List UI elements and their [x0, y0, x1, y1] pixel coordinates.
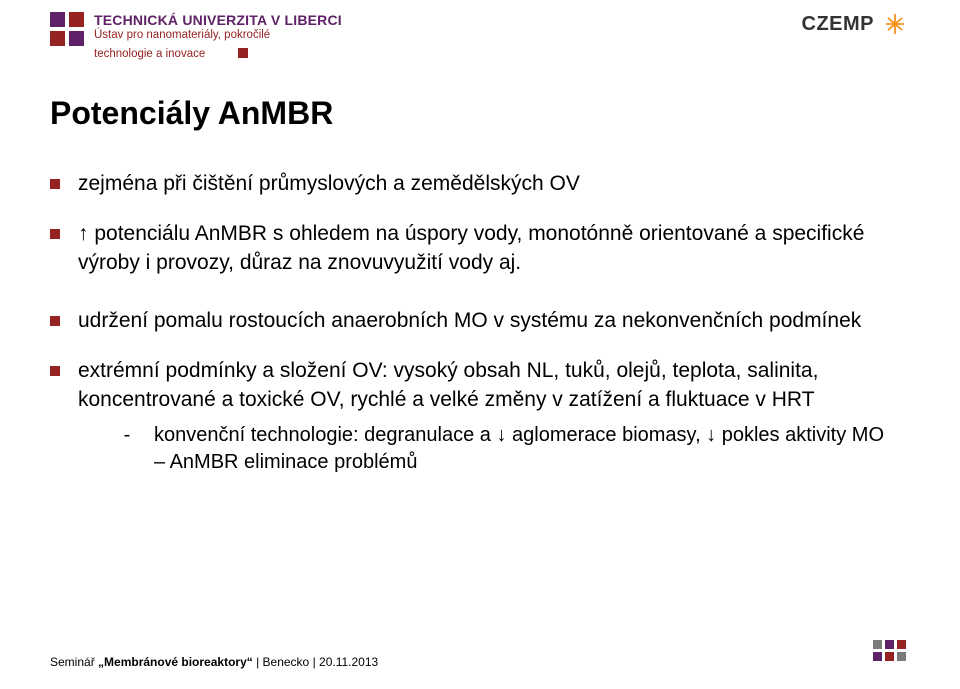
university-logo-icon — [50, 12, 84, 46]
small-red-square-icon — [238, 48, 248, 58]
czemp-text: CZEMP — [802, 13, 875, 36]
bullet-text: udržení pomalu rostoucích anaerobních MO… — [78, 307, 900, 335]
mark-square — [897, 640, 906, 649]
university-text: TECHNICKÁ UNIVERZITA V LIBERCI Ústav pro… — [94, 12, 342, 62]
footer-bold: „Membránové bioreaktory“ — [98, 655, 253, 669]
bullet-square-icon — [50, 316, 60, 326]
sub-bullet-text: konvenční technologie: degranulace a ↓ a… — [154, 422, 900, 476]
footer-suffix: | Benecko | 20.11.2013 — [253, 655, 378, 669]
bullet-item: udržení pomalu rostoucích anaerobních MO… — [50, 307, 900, 335]
institute-line-2-row: technologie a inovace — [94, 43, 342, 62]
bullet-text: ↑ potenciálu AnMBR s ohledem na úspory v… — [78, 220, 900, 277]
slide-title: Potenciály AnMBR — [50, 95, 333, 132]
university-name: TECHNICKÁ UNIVERZITA V LIBERCI — [94, 12, 342, 29]
mark-square — [885, 652, 894, 661]
dash-icon: - — [120, 422, 134, 449]
footer-squares-icon — [873, 640, 906, 661]
bullet-item: ↑ potenciálu AnMBR s ohledem na úspory v… — [50, 220, 900, 277]
institute-line-2: technologie a inovace — [94, 48, 205, 60]
mark-square — [897, 652, 906, 661]
institute-line-1: Ústav pro nanomateriály, pokročilé — [94, 29, 342, 43]
mark-square — [873, 640, 882, 649]
bullet-square-icon — [50, 179, 60, 189]
university-block: TECHNICKÁ UNIVERZITA V LIBERCI Ústav pro… — [50, 12, 342, 62]
slide-footer: Seminář „Membránové bioreaktory“ | Benec… — [50, 655, 378, 669]
bullet-item: extrémní podmínky a složení OV: vysoký o… — [50, 357, 900, 414]
slide-header: TECHNICKÁ UNIVERZITA V LIBERCI Ústav pro… — [50, 12, 910, 62]
footer-prefix: Seminář — [50, 655, 98, 669]
bullet-item: zejména při čištění průmyslových a zeměd… — [50, 170, 900, 198]
sub-bullet-item: - konvenční technologie: degranulace a ↓… — [120, 422, 900, 476]
slide-content: zejména při čištění průmyslových a zeměd… — [50, 170, 900, 476]
bullet-text: extrémní podmínky a složení OV: vysoký o… — [78, 357, 900, 414]
bullet-square-icon — [50, 229, 60, 239]
mark-square — [885, 640, 894, 649]
bullet-text: zejména při čištění průmyslových a zeměd… — [78, 170, 900, 198]
mark-square — [873, 652, 882, 661]
czemp-logo: CZEMP — [802, 12, 911, 36]
czemp-burst-icon — [880, 12, 910, 36]
bullet-square-icon — [50, 366, 60, 376]
